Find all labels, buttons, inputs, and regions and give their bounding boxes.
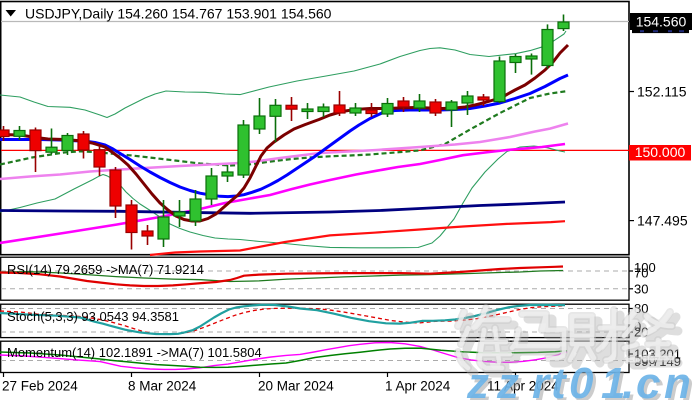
svg-text:c: c	[636, 359, 660, 400]
svg-text:z: z	[496, 359, 519, 400]
svg-text:1 Apr 2024: 1 Apr 2024	[385, 379, 451, 394]
svg-text:1: 1	[604, 362, 628, 400]
svg-text:0: 0	[634, 319, 641, 334]
svg-text:Stoch(5,3,3) 93.0543 94.3581: Stoch(5,3,3) 93.0543 94.3581	[7, 309, 179, 324]
svg-text:27 Feb 2024: 27 Feb 2024	[2, 379, 78, 394]
svg-text:RSI(14) 79.2659 ->MA(7) 71.92: RSI(14) 79.2659 ->MA(7) 71.9214	[7, 262, 204, 277]
svg-text:z: z	[466, 359, 489, 400]
svg-text:30: 30	[634, 282, 648, 297]
svg-text:0: 0	[569, 359, 594, 400]
svg-text:154.560: 154.560	[636, 14, 687, 30]
svg-text:USDJPY,Daily 154.260 154.767: USDJPY,Daily 154.260 154.767 153.901 154…	[25, 6, 332, 22]
svg-text:70: 70	[634, 266, 648, 281]
svg-text:.: .	[622, 359, 634, 400]
svg-text:150.000: 150.000	[635, 144, 686, 160]
svg-text:11 Apr 2024: 11 Apr 2024	[487, 379, 559, 394]
svg-text:20 Mar 2024: 20 Mar 2024	[258, 379, 334, 394]
svg-text:0: 0	[572, 362, 597, 400]
svg-text:n: n	[664, 359, 691, 400]
svg-text:100: 100	[634, 260, 656, 275]
svg-text:z: z	[499, 362, 522, 400]
svg-text:80: 80	[634, 301, 648, 316]
svg-text:152.115: 152.115	[637, 84, 687, 100]
svg-text:r: r	[535, 362, 555, 400]
svg-text:z: z	[469, 362, 492, 400]
svg-text:t: t	[551, 359, 568, 400]
svg-text:147.495: 147.495	[637, 213, 688, 229]
svg-text:n: n	[667, 362, 694, 400]
svg-text:.: .	[625, 362, 637, 400]
svg-text:8 Mar 2024: 8 Mar 2024	[128, 379, 197, 394]
svg-text:r: r	[532, 359, 552, 400]
svg-text:1: 1	[601, 359, 625, 400]
svg-text:t: t	[554, 362, 571, 400]
svg-text:Momentum(14) 102.1891 ->MA(7): Momentum(14) 102.1891 ->MA(7) 101.5804	[7, 345, 262, 360]
svg-text:c: c	[639, 362, 663, 400]
